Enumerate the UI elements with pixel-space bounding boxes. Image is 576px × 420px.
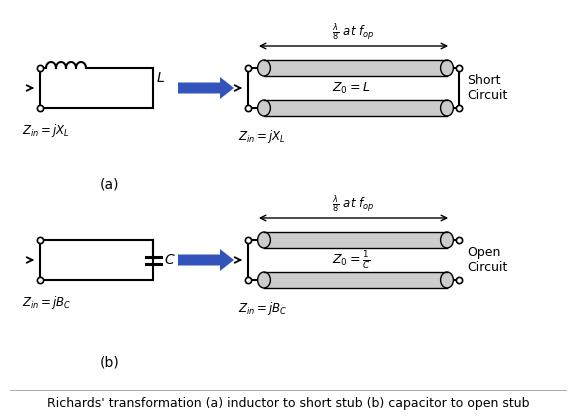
Ellipse shape xyxy=(441,232,453,248)
Text: Richards' transformation (a) inductor to short stub (b) capacitor to open stub: Richards' transformation (a) inductor to… xyxy=(47,396,529,410)
Bar xyxy=(264,60,447,76)
FancyArrow shape xyxy=(178,77,234,99)
Text: $Z_{in} = jB_C$: $Z_{in} = jB_C$ xyxy=(238,300,287,317)
Bar xyxy=(264,272,447,288)
Text: $L$: $L$ xyxy=(156,71,165,85)
Text: $Z_{in} = jB_C$: $Z_{in} = jB_C$ xyxy=(22,294,71,311)
Ellipse shape xyxy=(441,272,453,288)
Text: Open
Circuit: Open Circuit xyxy=(467,246,507,274)
Text: (a): (a) xyxy=(100,178,119,192)
Text: $\frac{\lambda}{8}$$\ at\ f_{op}$: $\frac{\lambda}{8}$$\ at\ f_{op}$ xyxy=(332,193,375,215)
Text: $C$: $C$ xyxy=(164,253,175,267)
Ellipse shape xyxy=(257,272,270,288)
Text: $Z_{in} = jX_L$: $Z_{in} = jX_L$ xyxy=(238,128,286,145)
Text: $Z_0 = \frac{1}{C}$: $Z_0 = \frac{1}{C}$ xyxy=(332,249,370,271)
Ellipse shape xyxy=(441,100,453,116)
FancyArrow shape xyxy=(178,249,234,271)
Bar xyxy=(264,100,447,116)
Text: $Z_{in} = jX_L$: $Z_{in} = jX_L$ xyxy=(22,122,70,139)
Ellipse shape xyxy=(257,60,270,76)
Bar xyxy=(264,232,447,248)
Text: (b): (b) xyxy=(100,356,119,370)
Text: Short
Circuit: Short Circuit xyxy=(467,74,507,102)
Text: $Z_0 = L$: $Z_0 = L$ xyxy=(332,81,371,95)
Ellipse shape xyxy=(257,100,270,116)
Text: $\frac{\lambda}{8}$$\ at\ f_{op}$: $\frac{\lambda}{8}$$\ at\ f_{op}$ xyxy=(332,21,375,43)
Ellipse shape xyxy=(441,60,453,76)
Ellipse shape xyxy=(257,232,270,248)
